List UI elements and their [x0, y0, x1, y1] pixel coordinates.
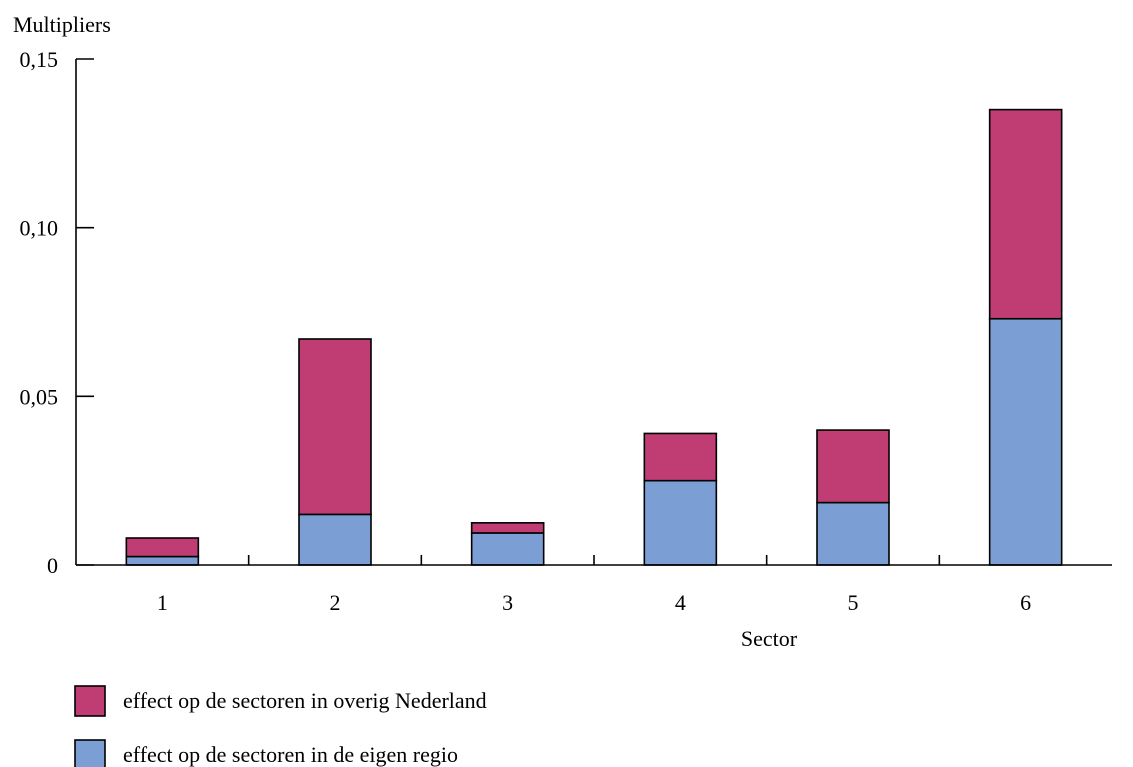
x-tick-label: 5: [848, 590, 859, 615]
y-axis-label: Multipliers: [13, 12, 111, 37]
bar-sector-4-series-1: [643, 432, 718, 482]
bar-sector-1-series-1: [125, 537, 200, 558]
y-tick-label: 0,10: [20, 216, 59, 241]
y-axis-ticks: 0 0,05 0,10 0,15: [20, 47, 94, 578]
bar-sector-5-series-0: [816, 501, 890, 566]
bar-sector-6-series-1: [988, 108, 1063, 320]
bar-sector-2-series-1: [298, 338, 372, 516]
y-tick-label: 0: [47, 553, 58, 578]
legend-swatch: [74, 739, 106, 767]
x-axis-label: Sector: [741, 626, 798, 651]
x-tick-label: 1: [157, 590, 168, 615]
bar-sector-4-series-0: [643, 479, 718, 566]
bar-sector-3-series-0: [470, 532, 545, 566]
bar-sector-5-series-1: [816, 429, 890, 504]
legend-label: effect op de sectoren in overig Nederlan…: [123, 688, 487, 713]
bar-sector-6-series-0: [988, 317, 1063, 566]
bar-sector-2-series-0: [298, 513, 372, 566]
bar-sector-1-series-0: [125, 555, 200, 566]
x-tick-label: 3: [502, 590, 513, 615]
x-axis-ticks: 1 2 3 4 5 6: [157, 555, 1031, 615]
legend: effect op de sectoren in overig Nederlan…: [74, 685, 487, 767]
x-tick-label: 4: [675, 590, 686, 615]
x-tick-label: 6: [1020, 590, 1031, 615]
bars: [125, 108, 1063, 566]
legend-swatch: [74, 685, 106, 717]
y-tick-label: 0,05: [20, 384, 59, 409]
x-tick-label: 2: [330, 590, 341, 615]
bar-sector-3-series-1: [470, 522, 545, 534]
legend-label: effect op de sectoren in de eigen regio: [123, 742, 458, 767]
y-tick-label: 0,15: [20, 47, 59, 72]
